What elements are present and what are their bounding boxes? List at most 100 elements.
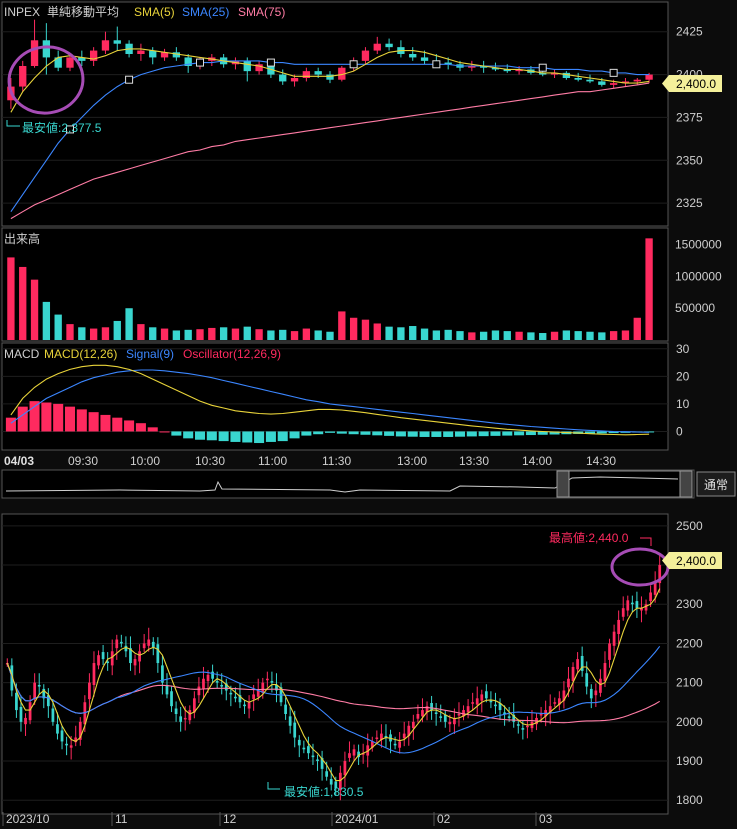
daily-candle [448,721,452,725]
volume-bar [409,326,417,340]
daily-candle [494,704,497,707]
daily-candle [343,761,347,776]
daily-candle [635,601,639,609]
daily-low-label: 最安値:1,830.5 [284,784,364,799]
volume-bar [645,238,653,340]
intraday-legend-title: 単純移動平均 [47,5,119,19]
macd-oscillator-bar [289,431,300,439]
daily-candle [147,639,151,646]
daily-candle [608,643,611,660]
time-axis-label: 10:30 [195,454,225,468]
daily-candle [411,721,415,729]
macd-legend-osc: Oscillator(12,26,9) [183,347,281,361]
intraday-candle [314,71,322,75]
intraday-candle [444,62,452,65]
daily-candle [115,639,119,649]
macd-oscillator-bar [265,431,276,442]
daily-candle [612,631,616,646]
daily-candle [439,716,443,718]
daily-price-badge-text: 2,400.0 [676,554,716,568]
macd-legend-signal: Signal(9) [126,347,174,361]
volume-bar [456,331,464,340]
daily-candle [311,755,315,758]
intraday-candle [184,57,192,66]
macd-oscillator-bar [112,417,123,432]
macd-oscillator-bar [324,431,336,433]
daily-candle [297,739,301,746]
daily-candle [220,684,224,687]
macd-oscillator-bar [277,431,288,442]
volume-bar [78,327,86,340]
volume-bar [361,319,370,340]
daily-candle [334,781,338,789]
daily-candle [553,702,557,704]
macd-oscillator-bar [218,431,229,442]
time-axis-label: 13:00 [397,454,427,468]
volume-bar [196,329,204,340]
intraday-candle [302,71,311,78]
daily-candle [653,580,657,595]
volume-panel[interactable] [1,227,669,342]
intraday-candle [385,43,393,48]
daily-candle [430,703,433,711]
daily-candle [206,674,210,682]
daily-candle [393,743,397,746]
date-label: 04/03 [4,454,34,468]
macd-oscillator-bar [159,431,170,433]
daily-candle [243,704,246,707]
daily-candle [407,725,411,736]
time-axis-label: 11:00 [258,454,287,468]
macd-oscillator-bar [53,403,64,432]
daily-candle [434,712,438,714]
daily-price-panel[interactable] [1,513,669,815]
macd-oscillator-bar [502,431,513,436]
navigator-track[interactable] [1,469,695,499]
daily-candle [489,700,493,703]
daily-candle [503,712,506,714]
volume-bar [279,329,287,340]
sma25-marker [609,68,618,77]
daily-candle [106,661,110,664]
intraday-candle [149,50,157,58]
intraday-candle [78,57,86,61]
volume-bar [373,323,381,340]
volume-bar [302,328,311,340]
mode-button[interactable] [696,471,736,497]
intraday-candle [562,72,571,78]
daily-candle [480,694,484,701]
intraday-price-badge-text: 2,400.0 [676,77,716,91]
intraday-candle [338,67,346,80]
daily-candle [234,696,237,699]
daily-candle [589,688,593,699]
intraday-candle [550,72,559,75]
volume-bar [89,328,98,340]
macd-oscillator-bar [596,431,607,434]
mode-button-label: 通常 [704,478,728,492]
navigator-line [5,476,679,493]
volume-bar [172,330,181,340]
volume-y-tick: 1500000 [675,238,722,252]
volume-bar [208,327,216,340]
daily-candle [15,692,18,711]
volume-bar [184,329,192,340]
daily-candle [580,655,584,671]
intraday-candle [172,52,181,58]
macd-legend-macd: MACD [4,347,40,361]
macd-line [10,364,650,436]
daily-candle [46,695,50,707]
navigator-right-handle[interactable] [679,470,693,498]
sma25-marker [349,60,358,69]
volume-bar [479,331,488,340]
daily-candle [599,678,602,693]
volume-bar [468,332,476,340]
daily-candle [24,717,27,725]
macd-oscillator-bar [194,431,206,440]
daily-candle [617,619,621,635]
volume-bar [539,333,547,340]
navigator-left-handle[interactable] [556,470,570,498]
sma25-marker [538,63,547,72]
intraday-price-panel[interactable] [1,1,669,227]
sma25-marker [125,75,134,84]
volume-bar [444,329,452,340]
